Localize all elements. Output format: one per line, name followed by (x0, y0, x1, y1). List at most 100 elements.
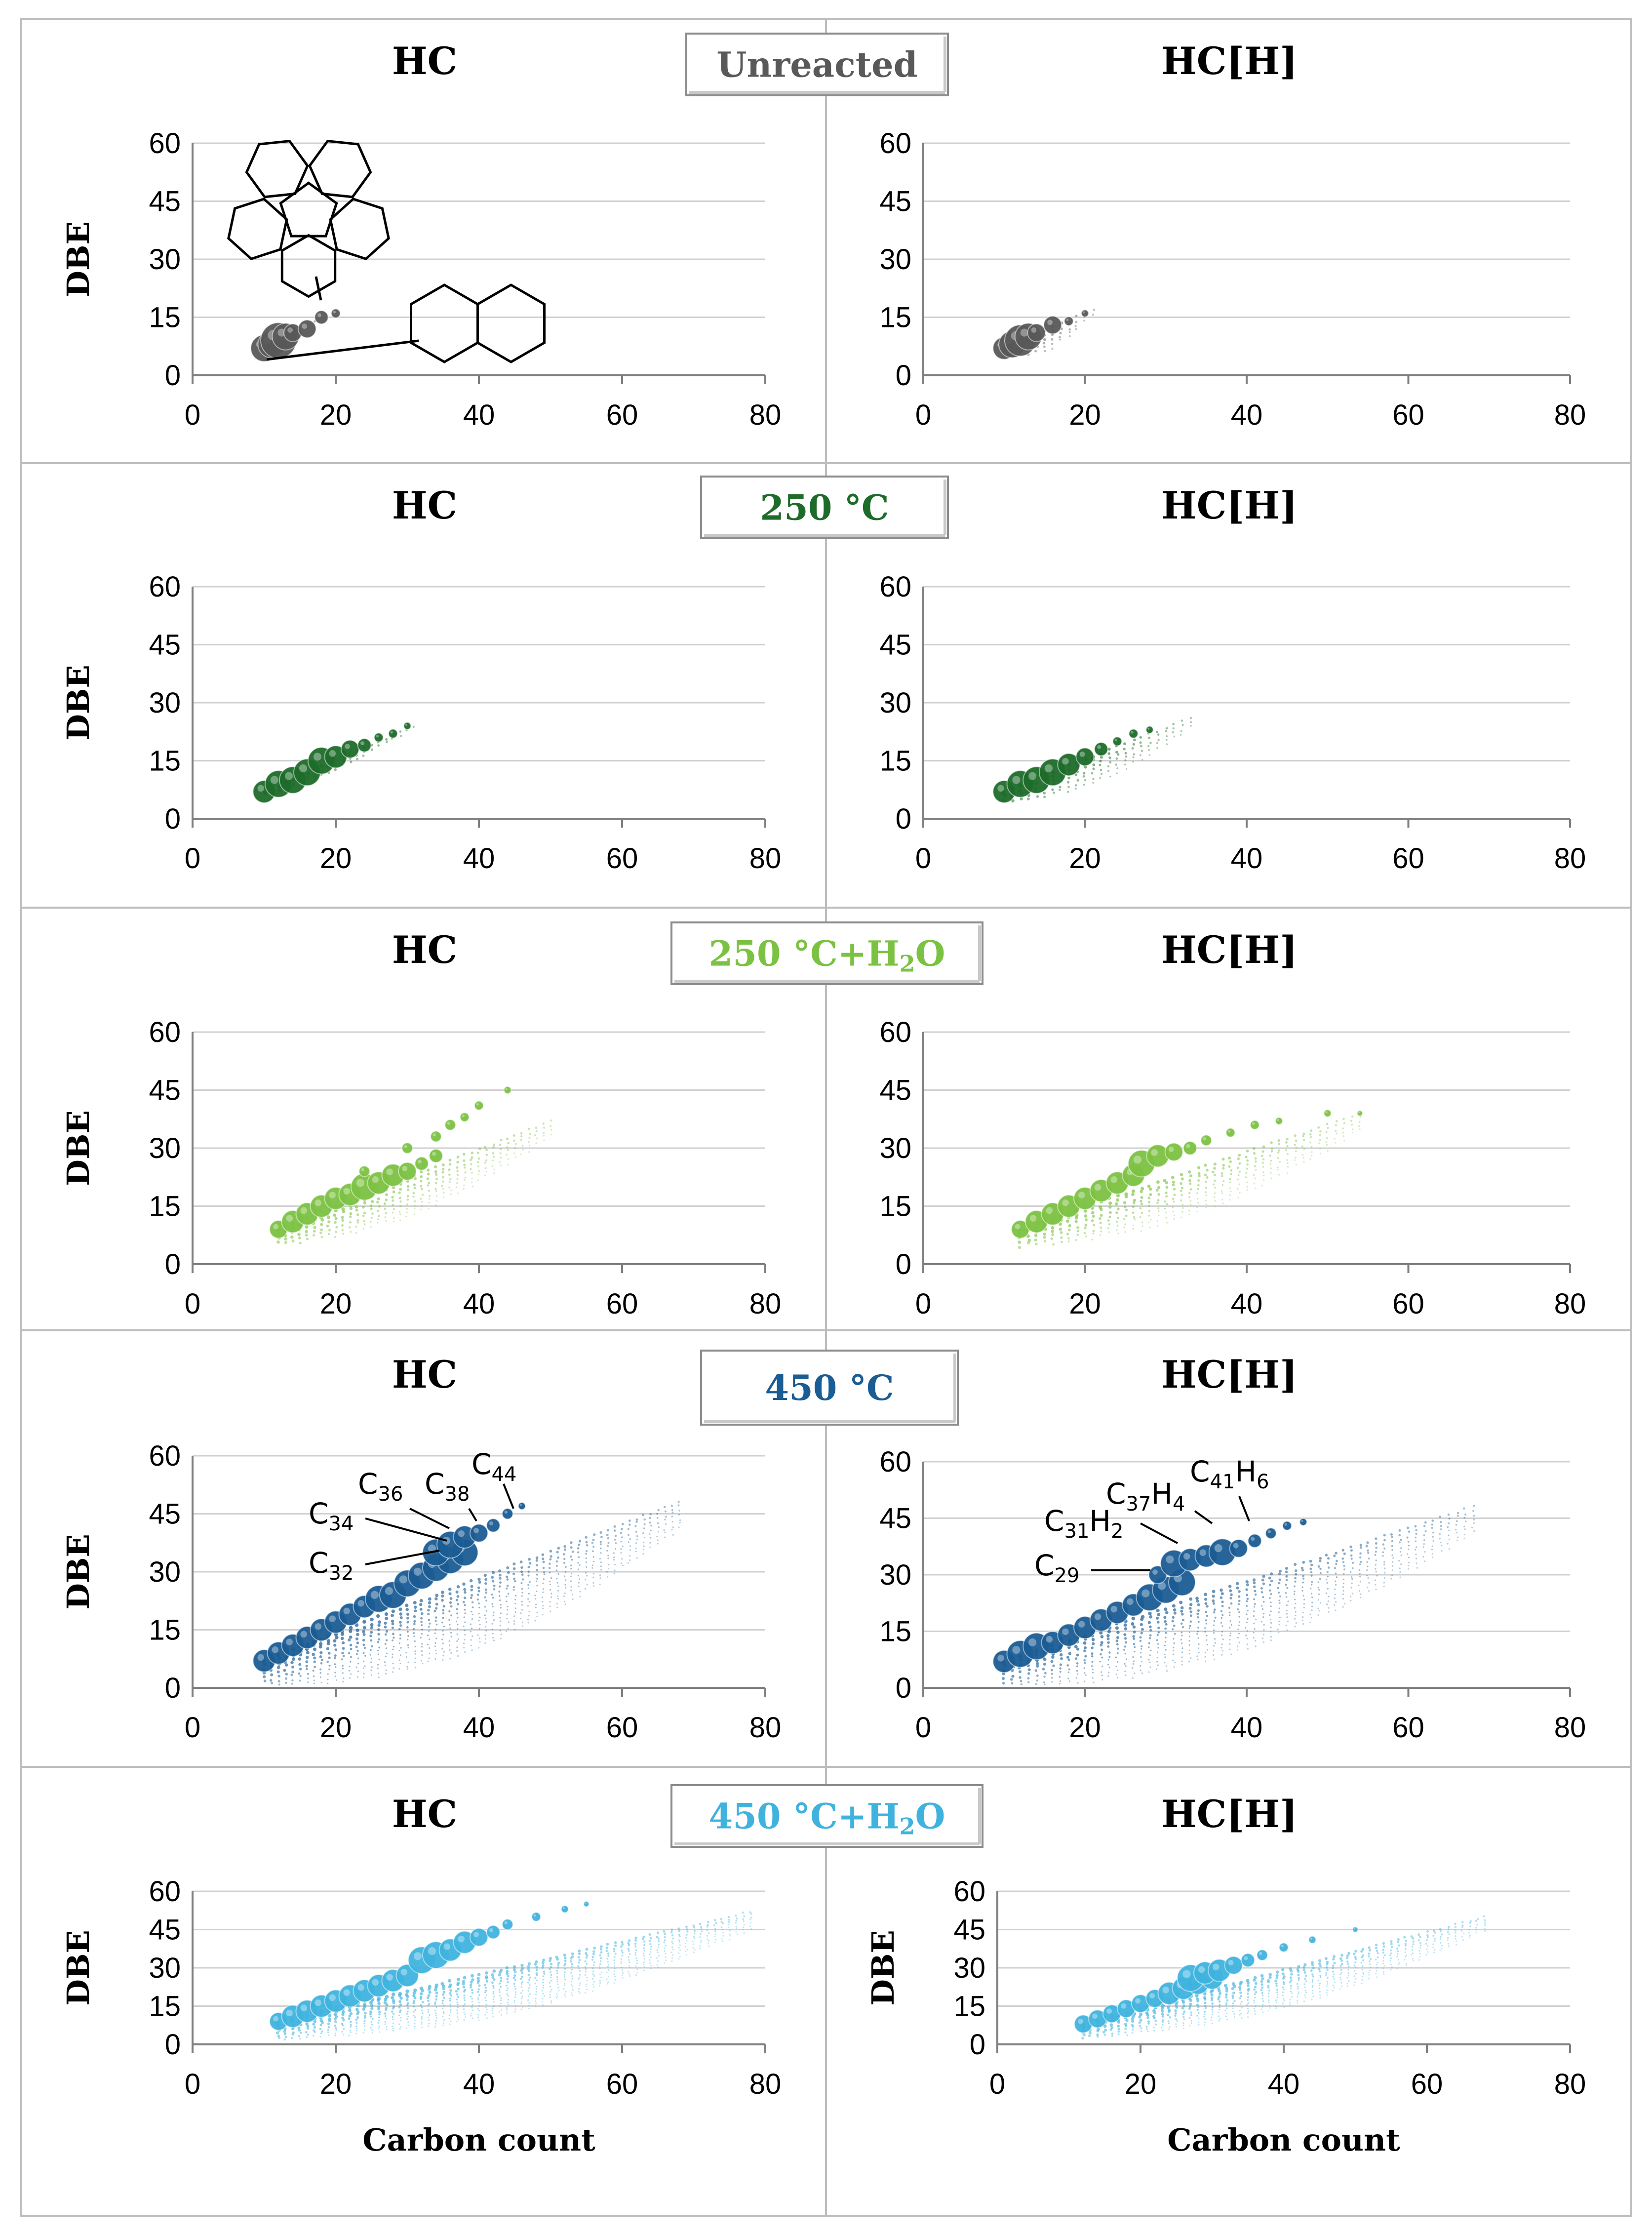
data-point (463, 1995, 466, 1997)
data-point (484, 1606, 486, 1608)
data-point (513, 1974, 516, 1977)
data-point (1301, 1586, 1303, 1588)
data-point (571, 1963, 573, 1965)
data-point (1319, 1148, 1321, 1150)
data-point (384, 2015, 387, 2017)
data-point (1019, 1676, 1022, 1679)
data-point (1341, 1127, 1344, 1130)
data-point (600, 1945, 603, 1948)
data-point (563, 1988, 565, 1990)
data-point (341, 2010, 345, 2014)
data-point (1156, 1180, 1160, 1184)
data-point (1173, 1638, 1175, 1640)
data-point (1180, 1199, 1182, 1201)
data-point (1051, 1673, 1053, 1675)
data-point (1312, 1985, 1314, 1987)
data-point (1255, 1991, 1258, 1994)
data-point (570, 1580, 572, 1582)
data-point (620, 1958, 622, 1960)
data-point (1463, 1516, 1466, 1519)
data-point (1107, 1219, 1110, 1222)
data-point (370, 1623, 374, 1627)
data-point (421, 1200, 423, 1202)
data-point (1214, 1174, 1216, 1177)
data-point (1217, 2011, 1219, 2013)
annotation-hc-450: C38 (425, 1467, 470, 1506)
data-point (398, 1607, 402, 1611)
data-point (1255, 1640, 1257, 1642)
data-point (406, 1208, 408, 1210)
data-point (349, 1206, 353, 1210)
data-point (1059, 338, 1062, 341)
data-point (1209, 1990, 1213, 1994)
data-point (1269, 1589, 1271, 1592)
data-point (1116, 767, 1119, 769)
data-point (1282, 1991, 1284, 1993)
data-point (1124, 1231, 1126, 1233)
data-point (1145, 2028, 1148, 2030)
data-point (1475, 1931, 1477, 1933)
bubble-highlight (1244, 1956, 1248, 1960)
data-point (1237, 1608, 1239, 1610)
data-point (400, 735, 402, 737)
data-point (485, 1149, 488, 1152)
data-point (570, 1555, 572, 1558)
data-point (592, 1964, 595, 1966)
data-point (1427, 1951, 1429, 1953)
data-point (1165, 1191, 1168, 1195)
data-point (392, 1212, 394, 1214)
data-point (1167, 2005, 1170, 2009)
data-point (1448, 1522, 1450, 1524)
y-tick-label: 45 (149, 629, 181, 661)
data-point (1218, 1995, 1221, 1998)
data-point (513, 1623, 515, 1625)
data-point (271, 1681, 274, 1684)
data-point (484, 1996, 486, 1999)
data-point (1162, 2030, 1164, 2032)
data-point (1132, 1625, 1136, 1629)
data-point (428, 2023, 430, 2025)
data-point (585, 1561, 587, 1563)
data-point (470, 2015, 472, 2017)
data-point (472, 1635, 473, 1637)
data-point (435, 1200, 437, 1202)
data-point (1198, 2024, 1200, 2026)
x-tick-label: 20 (320, 2068, 352, 2100)
data-point (1196, 1633, 1198, 1635)
data-point (333, 1657, 336, 1660)
data-point (650, 1537, 652, 1539)
data-point (565, 1566, 567, 1568)
data-point (1222, 1180, 1225, 1183)
data-point (392, 2030, 394, 2032)
data-point (1100, 1230, 1102, 1233)
data-point (1326, 1989, 1328, 1992)
data-point (621, 1528, 623, 1530)
data-point (692, 1947, 694, 1949)
data-point (450, 1994, 453, 1997)
data-point (528, 1137, 531, 1139)
data-point (735, 1931, 737, 1933)
data-point (1335, 1142, 1337, 1144)
data-point (1455, 1529, 1457, 1531)
data-point (450, 1605, 453, 1608)
data-point (564, 1994, 566, 1995)
data-point (1423, 1524, 1426, 1527)
data-point (449, 1999, 451, 2002)
data-point (1132, 2028, 1134, 2031)
data-point (434, 1620, 437, 1622)
data-point (500, 1604, 502, 1606)
data-point (1362, 1971, 1364, 1974)
data-point (414, 1200, 416, 1202)
x-tick-label: 60 (606, 399, 638, 431)
data-point (657, 1531, 660, 1533)
ring (410, 283, 479, 363)
data-point (1237, 1603, 1240, 1605)
data-point (620, 1532, 622, 1534)
data-point (1376, 1970, 1377, 1972)
data-point (455, 1620, 458, 1623)
data-point (500, 2014, 502, 2016)
bubble-highlight (413, 1567, 422, 1576)
data-point (1181, 1647, 1183, 1649)
data-point (335, 1679, 338, 1681)
data-point (491, 1594, 493, 1596)
